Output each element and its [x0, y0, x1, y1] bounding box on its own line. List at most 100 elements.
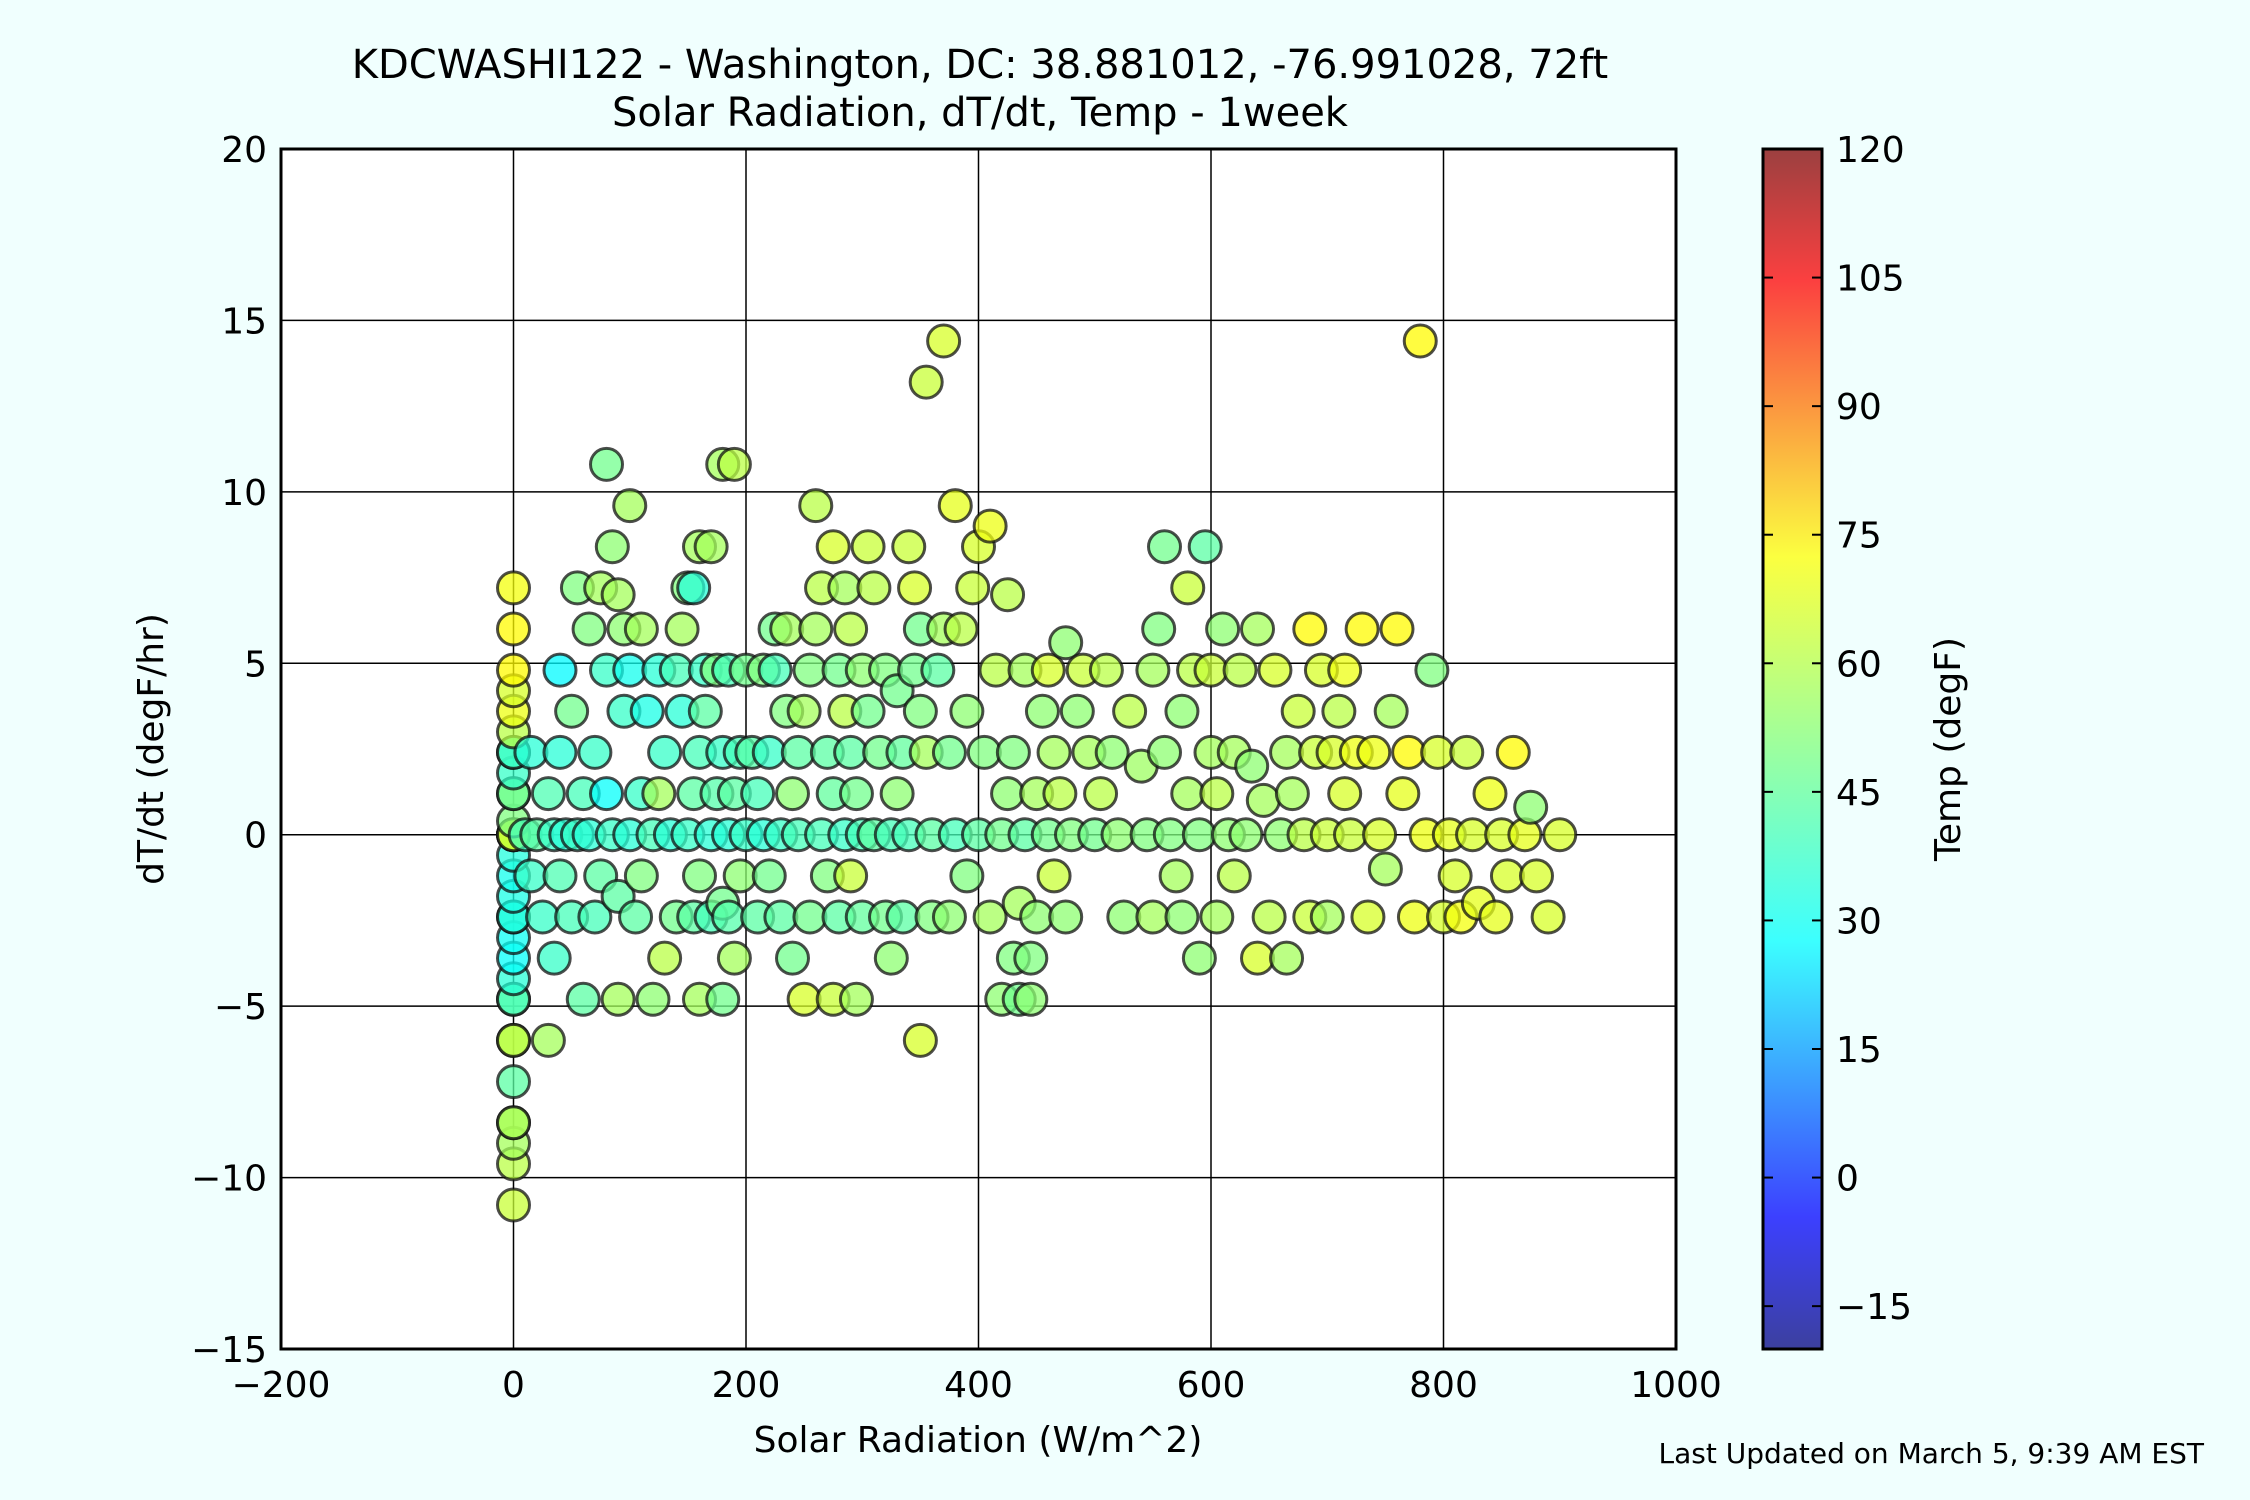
scatter-point — [1437, 858, 1473, 894]
colorbar-tick-label: 60 — [1836, 644, 1882, 685]
scatter-point — [1530, 899, 1566, 935]
scatter-point — [1449, 734, 1485, 770]
scatter-point — [1309, 899, 1345, 935]
scatter-point — [1222, 652, 1258, 688]
scatter-point — [1199, 776, 1235, 812]
y-tick-label: 5 — [244, 644, 267, 685]
scatter-point — [1164, 693, 1200, 729]
scatter-point — [833, 734, 869, 770]
scatter-point — [815, 529, 851, 565]
x-tick-label: 0 — [502, 1365, 525, 1406]
scatter-point — [1234, 748, 1270, 784]
scatter-point — [838, 776, 874, 812]
scatter-point — [1170, 570, 1206, 606]
scatter-point — [618, 899, 654, 935]
scatter-point — [1181, 817, 1217, 853]
scatter-point — [496, 652, 531, 688]
scatter-point — [1269, 940, 1305, 976]
x-tick-label: 400 — [944, 1365, 1013, 1406]
footer-updated: Last Updated on March 5, 9:39 AM EST — [1658, 1437, 2204, 1470]
scatter-point — [838, 981, 874, 1017]
scatter-point — [902, 693, 938, 729]
scatter-point — [647, 940, 683, 976]
scatter-point — [902, 1022, 938, 1058]
scatter-point — [1042, 776, 1078, 812]
scatter-point — [798, 611, 834, 647]
scatter-point — [1373, 693, 1409, 729]
scatter-point — [1094, 734, 1130, 770]
scatter-point — [1112, 693, 1148, 729]
scatter-point — [635, 981, 671, 1017]
scatter-point — [1362, 817, 1398, 853]
scatter-point — [1135, 899, 1171, 935]
scatter-point — [1251, 899, 1287, 935]
scatter-point — [972, 899, 1008, 935]
scatter-point — [1059, 693, 1095, 729]
scatter-point — [775, 940, 810, 976]
scatter-point — [612, 488, 648, 524]
scatter-point — [780, 734, 816, 770]
scatter-point — [1106, 899, 1142, 935]
scatter-point — [850, 529, 886, 565]
scatter-point — [496, 611, 531, 647]
scatter-point — [891, 529, 927, 565]
scatter-point — [589, 446, 624, 482]
scatter-point — [792, 652, 828, 688]
colorbar-tick-label: 75 — [1836, 516, 1882, 557]
scatter-point — [1013, 981, 1049, 1017]
scatter-point — [1135, 652, 1171, 688]
scatter-point — [623, 858, 659, 894]
scatter-point — [1495, 734, 1531, 770]
scatter-point — [926, 323, 962, 359]
scatter-point — [705, 981, 741, 1017]
scatter-point — [571, 611, 607, 647]
scatter-point — [711, 899, 747, 935]
scatter-point — [1414, 652, 1450, 688]
scatter-point — [513, 858, 549, 894]
scatter-point — [949, 858, 985, 894]
colorbar-tick-label: 105 — [1836, 259, 1905, 300]
scatter-point — [740, 776, 776, 812]
scatter-point — [1048, 625, 1084, 661]
scatter-points — [496, 323, 1578, 1223]
scatter-point — [1158, 858, 1194, 894]
scatter-point — [722, 858, 758, 894]
scatter-point — [623, 611, 659, 647]
scatter-point — [1327, 652, 1363, 688]
y-tick-label: 0 — [244, 816, 267, 857]
colorbar — [1761, 147, 1824, 1351]
scatter-point — [496, 1064, 531, 1100]
scatter-point — [1391, 734, 1427, 770]
scatter-point — [769, 611, 805, 647]
scatter-point — [1152, 817, 1188, 853]
y-tick-label: 10 — [221, 473, 267, 514]
scatter-point — [931, 734, 967, 770]
scatter-point — [1100, 817, 1136, 853]
colorbar-tick-label: 30 — [1836, 901, 1882, 942]
y-axis-ticks: −15 −10 −5 0 5 10 15 20 — [191, 130, 267, 1371]
scatter-point — [496, 1022, 531, 1058]
scatter-point — [955, 570, 991, 606]
scatter-point — [1333, 817, 1368, 853]
scatter-point — [1019, 899, 1055, 935]
scatter-point — [1141, 611, 1177, 647]
scatter-point — [716, 940, 752, 976]
scatter-point — [1147, 734, 1182, 770]
scatter-point — [798, 488, 834, 524]
chart-subtitle: Solar Radiation, dT/dt, Temp - 1week — [612, 90, 1349, 136]
scatter-point — [530, 776, 566, 812]
scatter-point — [786, 693, 822, 729]
scatter-point — [1269, 734, 1305, 770]
scatter-point — [763, 899, 799, 935]
scatter-point — [687, 693, 723, 729]
scatter-point — [664, 611, 700, 647]
scatter-point — [542, 858, 578, 894]
plot-frame — [279, 147, 1678, 1351]
scatter-point — [513, 734, 549, 770]
scatter-point — [1280, 693, 1316, 729]
scatter-point — [589, 776, 624, 812]
x-axis-label: Solar Radiation (W/m^2) — [754, 1420, 1203, 1461]
scatter-point — [647, 734, 683, 770]
scatter-point — [827, 570, 863, 606]
scatter-point — [641, 776, 677, 812]
